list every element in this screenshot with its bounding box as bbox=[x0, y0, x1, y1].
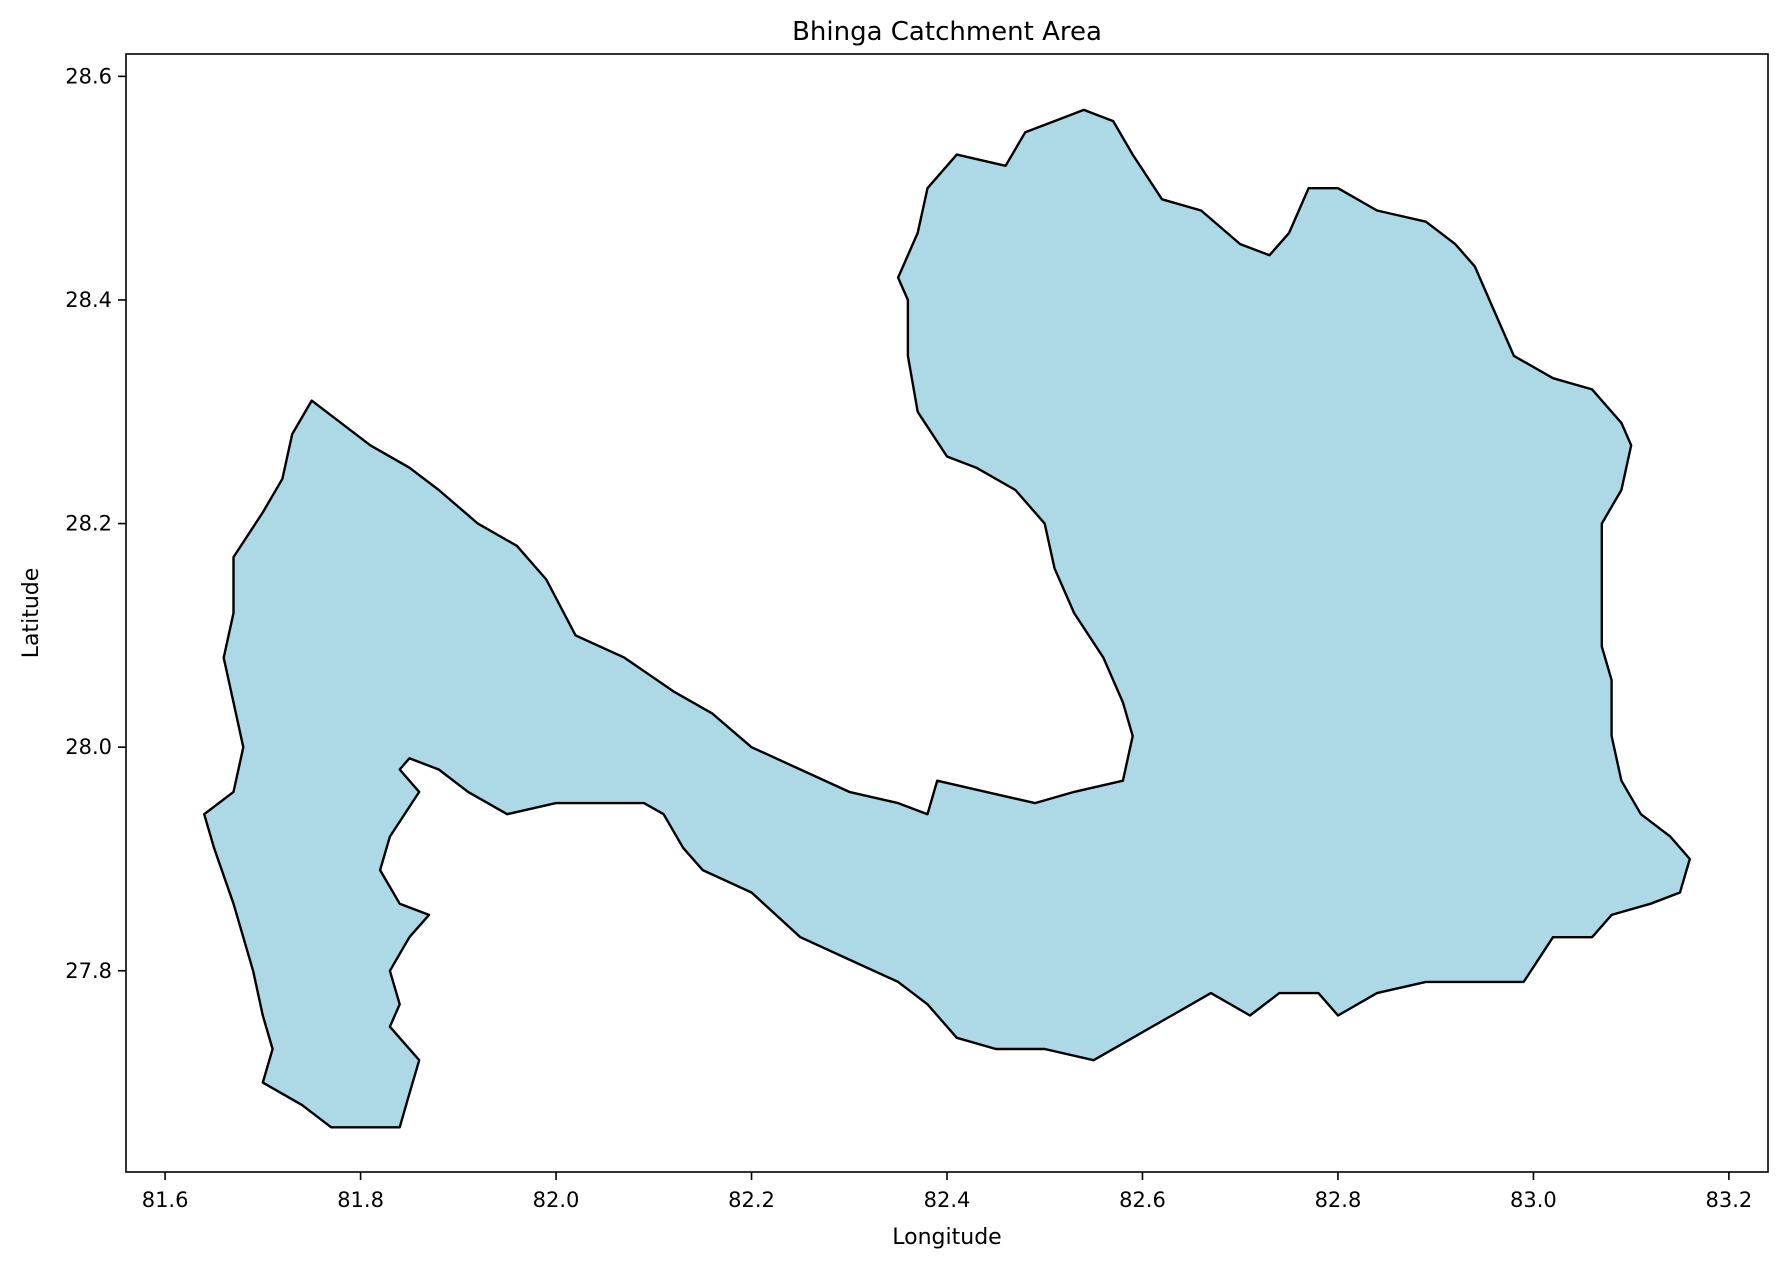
x-tick-label: 82.6 bbox=[1119, 1188, 1166, 1212]
x-tick-label: 82.2 bbox=[728, 1188, 775, 1212]
x-axis-label: Longitude bbox=[892, 1225, 1001, 1250]
y-axis-ticks: 27.8 28.0 28.2 28.4 28.6 bbox=[65, 64, 126, 983]
x-tick-label: 82.0 bbox=[533, 1188, 580, 1212]
plot-layer bbox=[202, 108, 1692, 1129]
x-tick-label: 83.2 bbox=[1706, 1188, 1753, 1212]
x-axis-ticks: 81.6 81.8 82.0 82.2 82.4 82.6 82.8 83.0 83.2 bbox=[142, 1172, 1753, 1212]
y-tick-label: 28.4 bbox=[65, 288, 112, 312]
chart-title: Bhinga Catchment Area bbox=[792, 17, 1102, 47]
y-axis-label: Latitude bbox=[19, 568, 44, 659]
x-tick-label: 82.4 bbox=[924, 1188, 971, 1212]
y-tick-label: 28.6 bbox=[65, 64, 112, 88]
x-tick-label: 83.0 bbox=[1510, 1188, 1557, 1212]
x-tick-label: 82.8 bbox=[1315, 1188, 1362, 1212]
y-tick-label: 28.2 bbox=[65, 512, 112, 536]
x-tick-label: 81.8 bbox=[337, 1188, 384, 1212]
x-tick-label: 81.6 bbox=[142, 1188, 189, 1212]
y-tick-label: 28.0 bbox=[65, 735, 112, 759]
y-tick-label: 27.8 bbox=[65, 959, 112, 983]
catchment-area-polygon bbox=[202, 108, 1692, 1129]
